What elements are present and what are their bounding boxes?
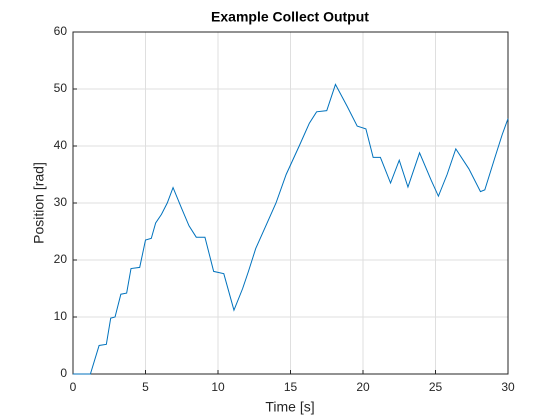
- x-tick-label: 15: [284, 380, 298, 394]
- x-tick-label: 20: [356, 380, 370, 394]
- x-tick-label: 10: [211, 380, 225, 394]
- axes-box: [72, 31, 509, 375]
- data-line: [73, 83, 509, 375]
- chart-title: Example Collect Output: [211, 9, 369, 25]
- y-axis-label: Position [rad]: [31, 162, 47, 244]
- x-tick-label: 0: [70, 380, 77, 394]
- x-tick-label: 5: [142, 380, 149, 394]
- y-tick-label: 50: [54, 81, 68, 95]
- y-tick-label: 20: [54, 252, 68, 266]
- x-tick-label: 30: [501, 380, 515, 394]
- y-tick-label: 10: [54, 309, 68, 323]
- y-tick-label: 30: [54, 195, 68, 209]
- y-tick-label: 60: [54, 24, 68, 38]
- y-tick-label: 0: [60, 366, 67, 380]
- y-tick-label: 40: [54, 138, 68, 152]
- x-axis-label: Time [s]: [265, 399, 314, 415]
- x-tick-label: 25: [429, 380, 443, 394]
